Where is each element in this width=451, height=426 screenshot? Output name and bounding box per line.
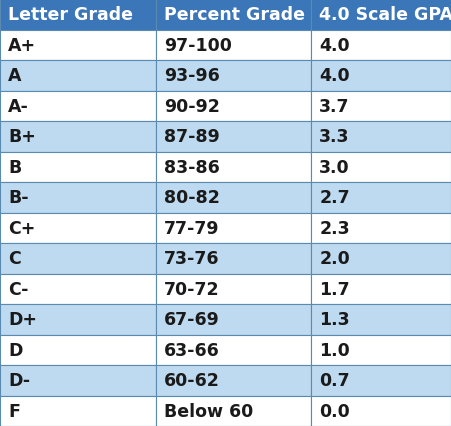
- Bar: [156, 335, 311, 365]
- Bar: [0, 335, 156, 365]
- Bar: [311, 365, 451, 396]
- Bar: [311, 274, 451, 304]
- Text: Below 60: Below 60: [164, 402, 253, 420]
- Text: 0.0: 0.0: [319, 402, 350, 420]
- Text: A-: A-: [8, 98, 29, 115]
- Bar: [0, 30, 156, 61]
- Bar: [0, 61, 156, 91]
- Text: 60-62: 60-62: [164, 371, 220, 389]
- Bar: [311, 304, 451, 335]
- Bar: [311, 396, 451, 426]
- Bar: [156, 61, 311, 91]
- Bar: [0, 91, 156, 122]
- Text: C: C: [8, 250, 21, 268]
- Text: Letter Grade: Letter Grade: [8, 6, 133, 24]
- Text: 3.7: 3.7: [319, 98, 350, 115]
- Bar: [311, 91, 451, 122]
- Text: C+: C+: [8, 219, 36, 237]
- Bar: [0, 0, 156, 30]
- Text: 4.0 Scale GPA: 4.0 Scale GPA: [319, 6, 451, 24]
- Text: 0.7: 0.7: [319, 371, 350, 389]
- Text: A+: A+: [8, 37, 36, 55]
- Text: 93-96: 93-96: [164, 67, 220, 85]
- Text: 97-100: 97-100: [164, 37, 231, 55]
- Text: 4.0: 4.0: [319, 37, 350, 55]
- Bar: [311, 335, 451, 365]
- Bar: [156, 304, 311, 335]
- Bar: [156, 122, 311, 152]
- Bar: [156, 183, 311, 213]
- Bar: [311, 243, 451, 274]
- Bar: [311, 152, 451, 183]
- Text: 87-89: 87-89: [164, 128, 220, 146]
- Bar: [0, 152, 156, 183]
- Bar: [156, 91, 311, 122]
- Bar: [156, 152, 311, 183]
- Text: B+: B+: [8, 128, 36, 146]
- Text: D: D: [8, 341, 23, 359]
- Text: B-: B-: [8, 189, 29, 207]
- Text: 80-82: 80-82: [164, 189, 220, 207]
- Text: D-: D-: [8, 371, 30, 389]
- Bar: [0, 213, 156, 243]
- Bar: [311, 213, 451, 243]
- Text: 73-76: 73-76: [164, 250, 219, 268]
- Bar: [311, 122, 451, 152]
- Bar: [0, 365, 156, 396]
- Text: 1.3: 1.3: [319, 311, 350, 328]
- Text: 3.0: 3.0: [319, 158, 350, 176]
- Bar: [311, 183, 451, 213]
- Text: C-: C-: [8, 280, 28, 298]
- Text: B: B: [8, 158, 21, 176]
- Bar: [156, 365, 311, 396]
- Text: 90-92: 90-92: [164, 98, 220, 115]
- Bar: [0, 274, 156, 304]
- Text: 67-69: 67-69: [164, 311, 220, 328]
- Bar: [156, 274, 311, 304]
- Text: 1.0: 1.0: [319, 341, 350, 359]
- Bar: [0, 304, 156, 335]
- Bar: [156, 0, 311, 30]
- Bar: [311, 30, 451, 61]
- Text: 77-79: 77-79: [164, 219, 219, 237]
- Bar: [0, 183, 156, 213]
- Text: D+: D+: [8, 311, 37, 328]
- Bar: [311, 61, 451, 91]
- Text: 63-66: 63-66: [164, 341, 220, 359]
- Text: A: A: [8, 67, 22, 85]
- Bar: [0, 243, 156, 274]
- Bar: [156, 396, 311, 426]
- Bar: [311, 0, 451, 30]
- Text: 83-86: 83-86: [164, 158, 220, 176]
- Text: Percent Grade: Percent Grade: [164, 6, 305, 24]
- Text: 1.7: 1.7: [319, 280, 350, 298]
- Bar: [156, 213, 311, 243]
- Text: 2.0: 2.0: [319, 250, 350, 268]
- Text: 2.7: 2.7: [319, 189, 350, 207]
- Text: 2.3: 2.3: [319, 219, 350, 237]
- Bar: [156, 30, 311, 61]
- Text: F: F: [8, 402, 20, 420]
- Bar: [0, 122, 156, 152]
- Bar: [156, 243, 311, 274]
- Text: 70-72: 70-72: [164, 280, 219, 298]
- Text: 4.0: 4.0: [319, 67, 350, 85]
- Bar: [0, 396, 156, 426]
- Text: 3.3: 3.3: [319, 128, 350, 146]
